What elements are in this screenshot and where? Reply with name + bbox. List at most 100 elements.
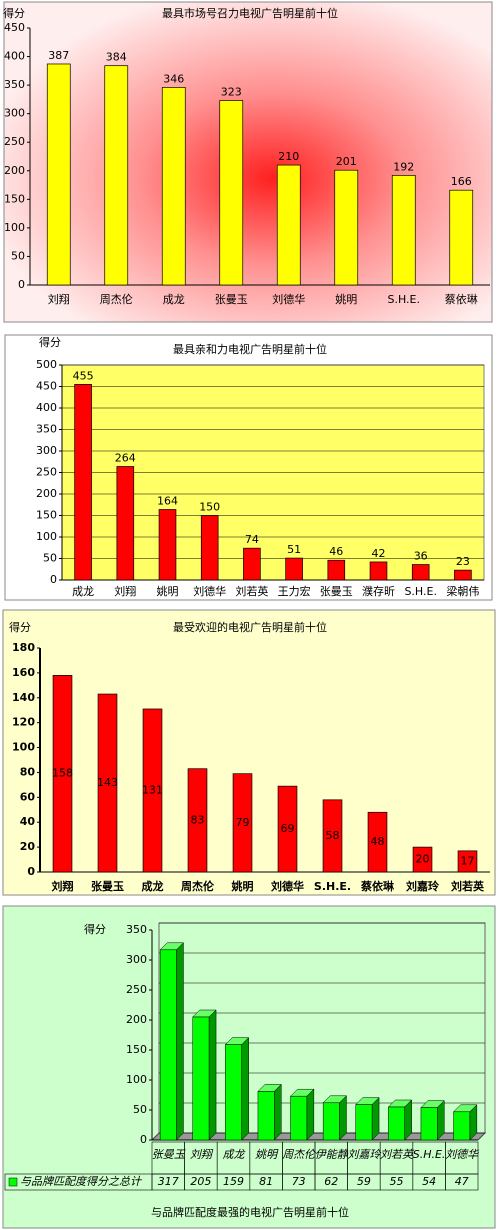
chart-title: 最具市场号召力电视广告明星前十位 — [162, 6, 338, 20]
x-tick-label: 周杰伦 — [181, 879, 215, 893]
x-tick-label: 张曼玉 — [320, 585, 353, 598]
bar-side — [339, 1095, 347, 1141]
y-axis-label: 得分 — [84, 923, 106, 936]
value-label: 455 — [73, 369, 94, 382]
value-label: 20 — [416, 853, 430, 866]
value-label: 387 — [48, 49, 69, 62]
bar — [322, 1102, 340, 1141]
x-tick-label: 周杰伦 — [282, 1148, 317, 1161]
bar — [391, 174, 416, 286]
value-label: 54 — [422, 1175, 436, 1188]
chart-title: 最具亲和力电视广告明星前十位 — [173, 342, 327, 356]
y-tick-label: 350 — [4, 78, 25, 91]
x-tick-label: 姚明 — [335, 292, 357, 306]
x-tick-label: 刘德华 — [271, 879, 304, 893]
bar — [411, 564, 430, 581]
y-tick-label: 150 — [4, 192, 25, 205]
chart-title: 最受欢迎的电视广告明星前十位 — [173, 620, 327, 634]
y-tick-label: 100 — [4, 221, 25, 234]
x-tick-label: 蔡依琳 — [445, 292, 478, 306]
y-tick-label: 80 — [20, 765, 36, 778]
y-tick-label: 0 — [50, 573, 57, 586]
value-label: 62 — [324, 1175, 338, 1188]
table-cell — [445, 1173, 479, 1191]
bar — [276, 164, 301, 286]
y-tick-label: 120 — [12, 716, 35, 729]
x-tick-label: S.H.E. — [404, 585, 437, 598]
x-tick-label: 姚明 — [231, 879, 254, 893]
bar — [369, 561, 388, 581]
y-tick-label: 100 — [126, 1073, 147, 1086]
bar — [104, 65, 129, 286]
y-tick-label: 200 — [36, 487, 57, 500]
chart-title: 与品牌匹配度最强的电视广告明星前十位 — [151, 1205, 349, 1219]
x-tick-label: 刘翔 — [114, 584, 136, 598]
x-tick-label: 姚明 — [255, 1148, 279, 1161]
value-label: 47 — [455, 1175, 469, 1188]
y-tick-label: 350 — [126, 923, 147, 936]
y-tick-label: 250 — [126, 983, 147, 996]
bar — [367, 811, 388, 873]
bar — [116, 466, 135, 581]
bar — [327, 559, 346, 581]
bar — [285, 557, 303, 581]
bar — [192, 1016, 210, 1141]
x-tick-label: S.H.E. — [413, 1148, 446, 1161]
x-tick-label: 刘翔 — [48, 292, 70, 306]
bar — [46, 63, 71, 286]
value-label: 42 — [372, 547, 386, 560]
table-cell — [4, 1173, 153, 1191]
x-tick-label: 成龙 — [72, 585, 94, 598]
y-tick-label: 40 — [20, 815, 36, 828]
bar — [232, 773, 253, 873]
value-label: 150 — [199, 501, 220, 514]
x-tick-label: S.H.E. — [387, 293, 420, 306]
legend-swatch — [8, 1177, 18, 1187]
bar — [257, 1091, 275, 1141]
bar — [225, 1044, 242, 1141]
bar — [243, 547, 261, 581]
y-tick-label: 450 — [36, 380, 57, 393]
x-tick-label: 刘德华 — [193, 584, 226, 598]
x-tick-label: 刘若英 — [380, 1148, 415, 1161]
x-tick-label: 张曼玉 — [91, 879, 124, 893]
x-tick-label: S.H.E. — [314, 880, 351, 893]
value-label: 164 — [157, 494, 178, 507]
value-label: 159 — [223, 1175, 244, 1188]
y-tick-label: 450 — [4, 21, 25, 34]
x-tick-label: 刘翔 — [190, 1148, 214, 1161]
y-tick-label: 180 — [12, 641, 35, 654]
bar-side — [176, 942, 184, 1141]
value-label: 158 — [52, 767, 73, 780]
bar-side — [274, 1083, 282, 1141]
value-label: 317 — [158, 1175, 179, 1188]
x-tick-label: 姚明 — [157, 584, 179, 598]
x-tick-label: 梁朝伟 — [446, 584, 479, 598]
bar — [453, 1111, 471, 1141]
x-tick-label: 刘翔 — [52, 879, 74, 893]
bar — [74, 384, 92, 581]
panel — [3, 1, 493, 323]
bar — [159, 949, 177, 1141]
x-tick-label: 刘嘉玲 — [406, 879, 440, 893]
x-tick-label: 王力宏 — [278, 584, 311, 598]
y-tick-label: 50 — [133, 1103, 147, 1116]
bar — [290, 1095, 308, 1141]
y-tick-label: 0 — [140, 1133, 147, 1146]
value-label: 131 — [142, 783, 163, 796]
x-tick-label: 刘若英 — [235, 584, 268, 598]
y-tick-label: 300 — [36, 444, 57, 457]
x-tick-label: 刘若英 — [451, 879, 485, 893]
y-tick-label: 150 — [36, 509, 57, 522]
bar-side — [371, 1096, 380, 1141]
y-tick-label: 400 — [4, 50, 25, 63]
y-tick-label: 20 — [20, 840, 36, 853]
x-tick-label: 张曼玉 — [152, 1148, 187, 1161]
value-label: 143 — [97, 776, 118, 789]
value-label: 205 — [190, 1175, 211, 1188]
y-tick-label: 500 — [36, 358, 57, 371]
bar — [142, 708, 163, 873]
bar-side — [306, 1088, 315, 1141]
y-tick-label: 300 — [4, 107, 25, 120]
